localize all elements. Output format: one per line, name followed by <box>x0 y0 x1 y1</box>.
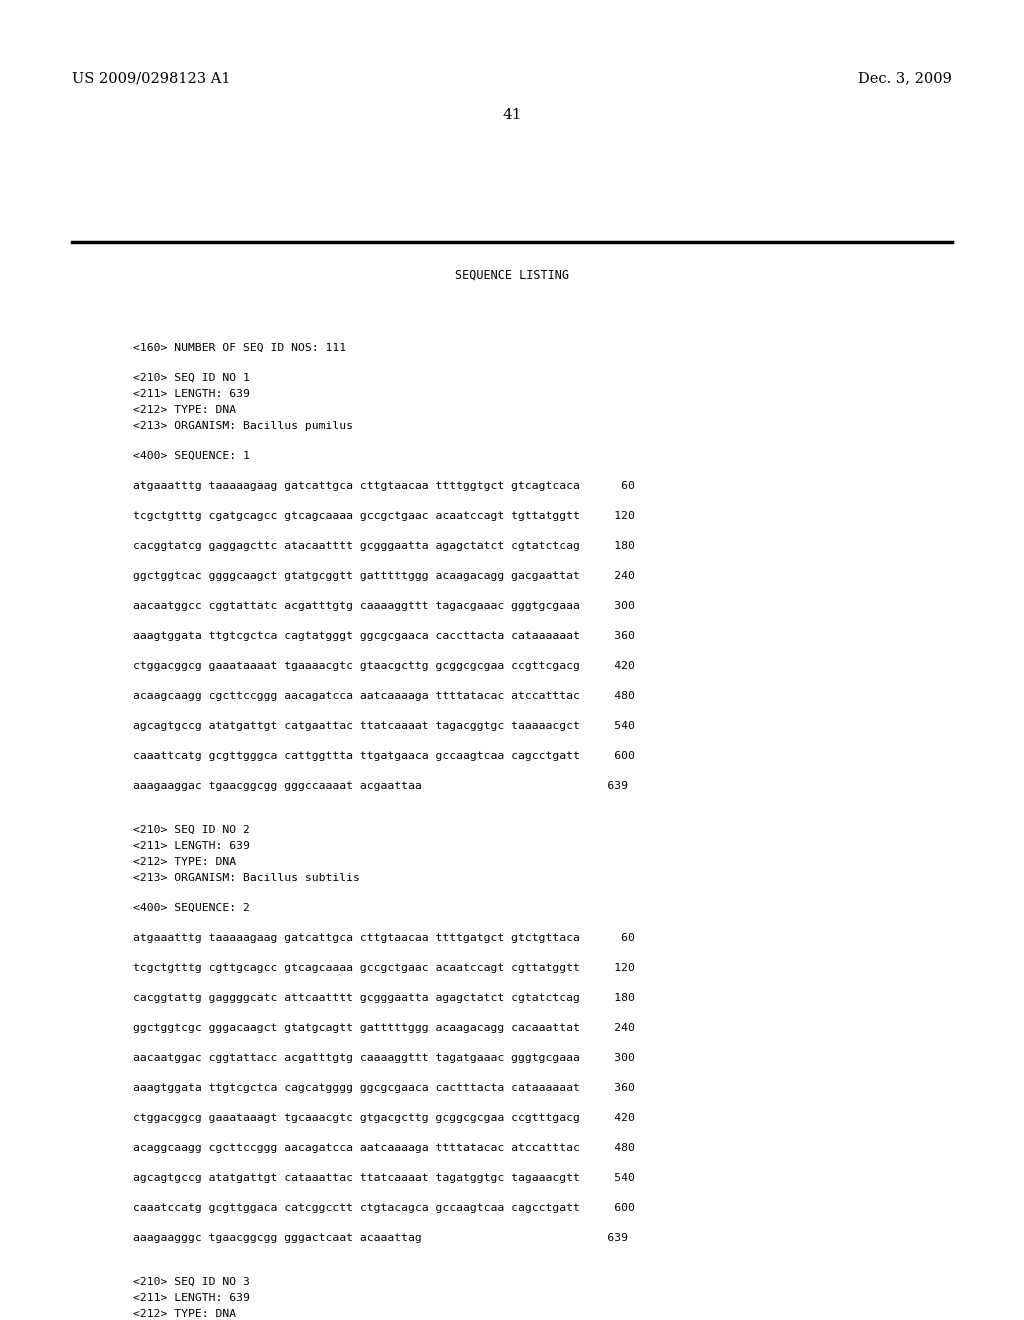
Text: <400> SEQUENCE: 2: <400> SEQUENCE: 2 <box>133 903 250 913</box>
Text: ggctggtcac ggggcaagct gtatgcggtt gatttttggg acaagacagg gacgaattat     240: ggctggtcac ggggcaagct gtatgcggtt gattttt… <box>133 572 635 581</box>
Text: aacaatggcc cggtattatc acgatttgtg caaaaggttt tagacgaaac gggtgcgaaa     300: aacaatggcc cggtattatc acgatttgtg caaaagg… <box>133 601 635 611</box>
Text: ctggacggcg gaaataaaat tgaaaacgtc gtaacgcttg gcggcgcgaa ccgttcgacg     420: ctggacggcg gaaataaaat tgaaaacgtc gtaacgc… <box>133 661 635 671</box>
Text: 41: 41 <box>502 108 522 121</box>
Text: caaattcatg gcgttgggca cattggttta ttgatgaaca gccaagtcaa cagcctgatt     600: caaattcatg gcgttgggca cattggttta ttgatga… <box>133 751 635 762</box>
Text: agcagtgccg atatgattgt catgaattac ttatcaaaat tagacggtgc taaaaacgct     540: agcagtgccg atatgattgt catgaattac ttatcaa… <box>133 721 635 731</box>
Text: <210> SEQ ID NO 3: <210> SEQ ID NO 3 <box>133 1276 250 1287</box>
Text: agcagtgccg atatgattgt cataaattac ttatcaaaat tagatggtgc tagaaacgtt     540: agcagtgccg atatgattgt cataaattac ttatcaa… <box>133 1173 635 1183</box>
Text: aaagtggata ttgtcgctca cagcatgggg ggcgcgaaca cactttacta cataaaaaat     360: aaagtggata ttgtcgctca cagcatgggg ggcgcga… <box>133 1082 635 1093</box>
Text: caaatccatg gcgttggaca catcggcctt ctgtacagca gccaagtcaa cagcctgatt     600: caaatccatg gcgttggaca catcggcctt ctgtaca… <box>133 1203 635 1213</box>
Text: <210> SEQ ID NO 2: <210> SEQ ID NO 2 <box>133 825 250 836</box>
Text: aaagaagggc tgaacggcgg gggactcaat acaaattag                           639: aaagaagggc tgaacggcgg gggactcaat acaaatt… <box>133 1233 628 1243</box>
Text: cacggtatcg gaggagcttc atacaatttt gcgggaatta agagctatct cgtatctcag     180: cacggtatcg gaggagcttc atacaatttt gcgggaa… <box>133 541 635 550</box>
Text: <212> TYPE: DNA: <212> TYPE: DNA <box>133 857 237 867</box>
Text: <212> TYPE: DNA: <212> TYPE: DNA <box>133 405 237 414</box>
Text: <160> NUMBER OF SEQ ID NOS: 111: <160> NUMBER OF SEQ ID NOS: 111 <box>133 343 346 352</box>
Text: <212> TYPE: DNA: <212> TYPE: DNA <box>133 1309 237 1319</box>
Text: <213> ORGANISM: Bacillus subtilis: <213> ORGANISM: Bacillus subtilis <box>133 873 359 883</box>
Text: <211> LENGTH: 639: <211> LENGTH: 639 <box>133 1294 250 1303</box>
Text: ctggacggcg gaaataaagt tgcaaacgtc gtgacgcttg gcggcgcgaa ccgtttgacg     420: ctggacggcg gaaataaagt tgcaaacgtc gtgacgc… <box>133 1113 635 1123</box>
Text: SEQUENCE LISTING: SEQUENCE LISTING <box>455 268 569 281</box>
Text: aaagaaggac tgaacggcgg gggccaaaat acgaattaa                           639: aaagaaggac tgaacggcgg gggccaaaat acgaatt… <box>133 781 628 791</box>
Text: ggctggtcgc gggacaagct gtatgcagtt gatttttggg acaagacagg cacaaattat     240: ggctggtcgc gggacaagct gtatgcagtt gattttt… <box>133 1023 635 1034</box>
Text: tcgctgtttg cgttgcagcc gtcagcaaaa gccgctgaac acaatccagt cgttatggtt     120: tcgctgtttg cgttgcagcc gtcagcaaaa gccgctg… <box>133 964 635 973</box>
Text: atgaaatttg taaaaagaag gatcattgca cttgtaacaa ttttgatgct gtctgttaca      60: atgaaatttg taaaaagaag gatcattgca cttgtaa… <box>133 933 635 942</box>
Text: <211> LENGTH: 639: <211> LENGTH: 639 <box>133 389 250 399</box>
Text: US 2009/0298123 A1: US 2009/0298123 A1 <box>72 71 230 84</box>
Text: aaagtggata ttgtcgctca cagtatgggt ggcgcgaaca caccttacta cataaaaaat     360: aaagtggata ttgtcgctca cagtatgggt ggcgcga… <box>133 631 635 642</box>
Text: cacggtattg gaggggcatc attcaatttt gcgggaatta agagctatct cgtatctcag     180: cacggtattg gaggggcatc attcaatttt gcgggaa… <box>133 993 635 1003</box>
Text: Dec. 3, 2009: Dec. 3, 2009 <box>858 71 952 84</box>
Text: aacaatggac cggtattacc acgatttgtg caaaaggttt tagatgaaac gggtgcgaaa     300: aacaatggac cggtattacc acgatttgtg caaaagg… <box>133 1053 635 1063</box>
Text: acaagcaagg cgcttccggg aacagatcca aatcaaaaga ttttatacac atccatttac     480: acaagcaagg cgcttccggg aacagatcca aatcaaa… <box>133 690 635 701</box>
Text: acaggcaagg cgcttccggg aacagatcca aatcaaaaga ttttatacac atccatttac     480: acaggcaagg cgcttccggg aacagatcca aatcaaa… <box>133 1143 635 1152</box>
Text: <211> LENGTH: 639: <211> LENGTH: 639 <box>133 841 250 851</box>
Text: tcgctgtttg cgatgcagcc gtcagcaaaa gccgctgaac acaatccagt tgttatggtt     120: tcgctgtttg cgatgcagcc gtcagcaaaa gccgctg… <box>133 511 635 521</box>
Text: atgaaatttg taaaaagaag gatcattgca cttgtaacaa ttttggtgct gtcagtcaca      60: atgaaatttg taaaaagaag gatcattgca cttgtaa… <box>133 480 635 491</box>
Text: <210> SEQ ID NO 1: <210> SEQ ID NO 1 <box>133 374 250 383</box>
Text: <213> ORGANISM: Bacillus pumilus: <213> ORGANISM: Bacillus pumilus <box>133 421 353 432</box>
Text: <400> SEQUENCE: 1: <400> SEQUENCE: 1 <box>133 451 250 461</box>
